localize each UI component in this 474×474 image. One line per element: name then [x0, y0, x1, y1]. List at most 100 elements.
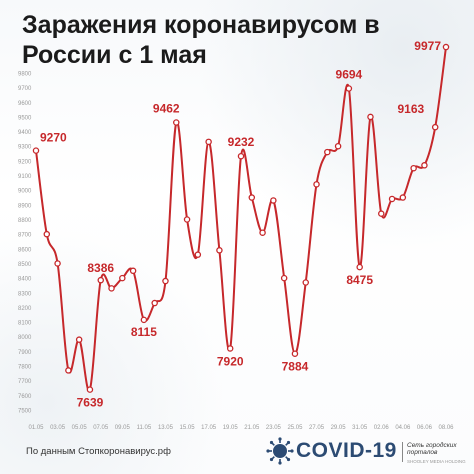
y-tick-label: 7600 — [18, 394, 32, 400]
data-label: 7920 — [217, 354, 244, 368]
covid-logo: COVID-19 Сеть городских порталов SHOOLEY… — [266, 436, 466, 466]
y-tick-label: 7500 — [18, 409, 32, 415]
y-tick-label: 9100 — [18, 174, 32, 180]
y-tick-label: 9700 — [18, 86, 32, 92]
data-point — [129, 267, 137, 275]
x-tick-label: 09.05 — [115, 425, 131, 431]
y-tick-label: 8100 — [18, 321, 32, 327]
y-tick-label: 8800 — [18, 218, 32, 224]
data-point — [173, 119, 180, 126]
x-tick-label: 15.05 — [180, 425, 196, 431]
y-tick-label: 8400 — [18, 277, 32, 283]
x-tick-label: 01.05 — [28, 425, 44, 431]
data-point — [442, 43, 450, 51]
y-tick-label: 8300 — [18, 291, 32, 297]
y-tick-label: 8600 — [18, 247, 32, 253]
data-point — [248, 194, 256, 201]
data-label: 9462 — [153, 101, 180, 115]
y-tick-label: 9400 — [18, 130, 32, 136]
x-tick-label: 21.05 — [244, 425, 260, 431]
y-tick-label: 9200 — [18, 159, 32, 165]
data-point — [216, 247, 223, 254]
data-label: 9270 — [40, 131, 67, 145]
data-point — [237, 152, 245, 160]
y-tick-label: 8900 — [18, 203, 32, 209]
data-point — [65, 367, 72, 374]
y-tick-label: 9000 — [18, 189, 32, 195]
x-tick-label: 06.06 — [417, 425, 433, 431]
x-tick-label: 02.06 — [374, 425, 390, 431]
data-label: 9694 — [336, 67, 363, 81]
x-tick-label: 08.06 — [438, 425, 454, 431]
data-point — [119, 274, 126, 282]
chart-title: Заражения коронавирусом в России с 1 мая — [22, 11, 380, 69]
data-point — [280, 274, 288, 282]
y-tick-label: 7900 — [18, 350, 32, 356]
data-source-note: По данным Стопкоронавирус.рф — [26, 446, 171, 457]
x-tick-label: 17.05 — [201, 425, 217, 431]
data-point — [97, 276, 104, 284]
data-label: 7884 — [282, 360, 309, 374]
series-line — [35, 46, 447, 392]
holding-logo: Сеть городских порталов SHOOLEY MEDIA HO… — [407, 442, 467, 465]
y-tick-label: 7700 — [18, 379, 32, 385]
x-tick-label: 29.05 — [331, 425, 347, 431]
data-label: 9163 — [398, 102, 425, 116]
y-tick-label: 8200 — [18, 306, 32, 312]
data-point — [410, 164, 417, 172]
data-label: 8475 — [346, 273, 373, 287]
x-tick-label: 27.05 — [309, 425, 325, 431]
data-point — [356, 263, 363, 271]
data-point — [291, 350, 299, 357]
y-tick-label: 8500 — [18, 262, 32, 268]
data-point — [75, 336, 83, 343]
data-point — [431, 123, 439, 131]
data-label: 8386 — [87, 261, 114, 275]
data-point — [194, 251, 202, 258]
logo-divider — [402, 442, 403, 462]
data-point — [270, 197, 277, 204]
data-point — [313, 181, 320, 188]
covid-logo-text: COVID-19 — [296, 439, 397, 462]
data-label: 9977 — [414, 39, 441, 53]
data-point — [324, 148, 331, 156]
data-point — [388, 195, 396, 203]
x-tick-label: 05.05 — [72, 425, 88, 431]
x-tick-label: 13.05 — [158, 425, 174, 431]
y-tick-label: 8700 — [18, 233, 32, 239]
virus-icon — [266, 437, 294, 465]
data-point — [378, 210, 385, 217]
x-tick-label: 03.05 — [50, 425, 66, 431]
data-point — [43, 230, 51, 238]
holding-name: Сеть городских порталов — [407, 442, 457, 456]
data-point — [108, 285, 115, 292]
y-tick-label: 9500 — [18, 115, 32, 121]
data-point — [140, 316, 148, 324]
data-point — [151, 299, 158, 307]
x-tick-label: 07.05 — [93, 425, 109, 431]
y-tick-label: 9300 — [18, 145, 32, 151]
x-tick-label: 11.05 — [137, 425, 152, 431]
data-point — [183, 216, 191, 223]
data-point — [205, 138, 212, 146]
data-point — [345, 85, 353, 92]
data-point — [86, 386, 94, 393]
x-tick-label: 31.05 — [352, 425, 368, 431]
y-tick-label: 9600 — [18, 101, 32, 107]
x-tick-label: 04.06 — [395, 425, 411, 431]
data-point — [302, 279, 309, 286]
data-point — [421, 162, 428, 169]
data-label: 9232 — [228, 135, 255, 149]
holding-subtitle: SHOOLEY MEDIA HOLDING — [407, 459, 466, 464]
y-tick-label: 7800 — [18, 365, 32, 371]
data-point — [367, 113, 374, 121]
data-point — [399, 194, 407, 201]
data-point — [334, 142, 342, 150]
data-label: 7639 — [77, 396, 104, 410]
data-point — [259, 229, 266, 236]
data-point — [54, 260, 61, 267]
data-point — [162, 277, 169, 285]
y-tick-label: 8000 — [18, 335, 32, 341]
data-point — [226, 345, 234, 352]
